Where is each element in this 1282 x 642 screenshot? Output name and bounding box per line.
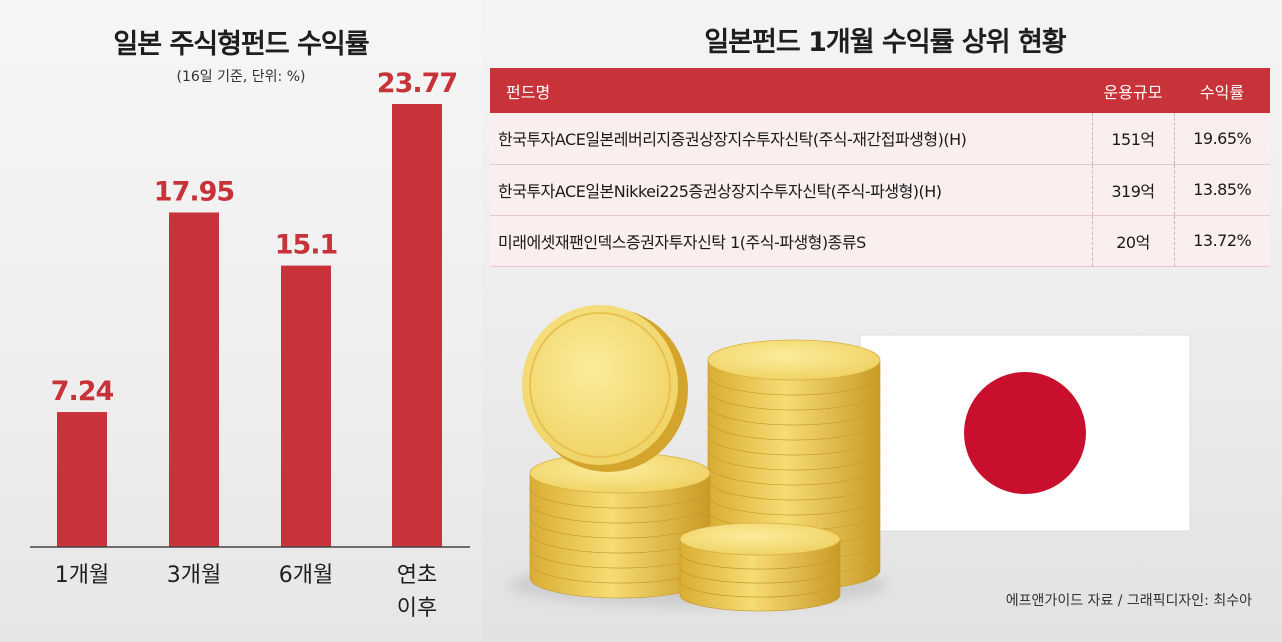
category-label: 3개월 [167, 563, 221, 588]
fund-table: 펀드명 운용규모 수익률 한국투자ACE일본레버리지증권상장지수투자신탁(주식-… [490, 68, 1270, 267]
header-aum: 운용규모 [1103, 82, 1163, 102]
return-cell: 13.85% [1173, 164, 1270, 216]
header-return: 수익률 [1199, 82, 1245, 102]
chart-subtitle: (16일 기준, 단위: %) [176, 69, 306, 85]
standing-coin [522, 305, 688, 472]
coin-face [707, 339, 881, 381]
value-label: 7.24 [51, 376, 114, 407]
category-label: 연초 [397, 563, 437, 588]
return-cell: 19.65% [1173, 113, 1270, 165]
bar-1 [57, 412, 107, 547]
fund-name-cell: 미래에셋재팬인덱스증권자투자신탁 1(주식-파생형)종류S [490, 215, 1092, 267]
coin-face [679, 522, 841, 556]
coins-and-flag-illustration [508, 305, 1191, 612]
japan-flag [859, 334, 1191, 532]
bar-2 [169, 212, 219, 547]
table-row: 한국투자ACE일본Nikkei225증권상장지수투자신탁(주식-파생형)(H) … [490, 164, 1270, 216]
bar-4 [392, 104, 442, 547]
category-label: 1개월 [55, 563, 109, 588]
return-cell: 13.72% [1173, 215, 1270, 267]
aum-cell: 319억 [1091, 164, 1174, 216]
chart-title: 일본 주식형펀드 수익률 [113, 29, 369, 60]
fund-name-cell: 한국투자ACE일본Nikkei225증권상장지수투자신탁(주식-파생형)(H) [490, 164, 1092, 216]
category-label: 6개월 [279, 563, 333, 588]
aum-cell: 151억 [1091, 113, 1174, 165]
flag-red-disc [964, 372, 1086, 494]
table-title: 일본펀드 1개월 수익률 상위 현황 [704, 27, 1066, 58]
fund-name-cell: 한국투자ACE일본레버리지증권상장지수투자신탁(주식-재간접파생형)(H) [490, 113, 1092, 165]
table-row: 한국투자ACE일본레버리지증권상장지수투자신탁(주식-재간접파생형)(H) 15… [490, 113, 1270, 165]
value-label: 17.95 [154, 176, 234, 207]
table-header-row: 펀드명 운용규모 수익률 [490, 68, 1270, 113]
aum-cell: 20억 [1091, 215, 1174, 267]
value-label: 15.1 [275, 230, 338, 261]
bar-3 [281, 265, 331, 547]
header-fund-name: 펀드명 [506, 82, 551, 102]
source-credit: 에프앤가이드 자료 / 그래픽디자인: 최수아 [1005, 593, 1252, 609]
gold-coins [529, 339, 881, 612]
table-row: 미래에셋재팬인덱스증권자투자신탁 1(주식-파생형)종류S 20억 13.72% [490, 215, 1270, 267]
value-label: 23.77 [377, 68, 457, 99]
category-label: 이후 [397, 596, 437, 621]
